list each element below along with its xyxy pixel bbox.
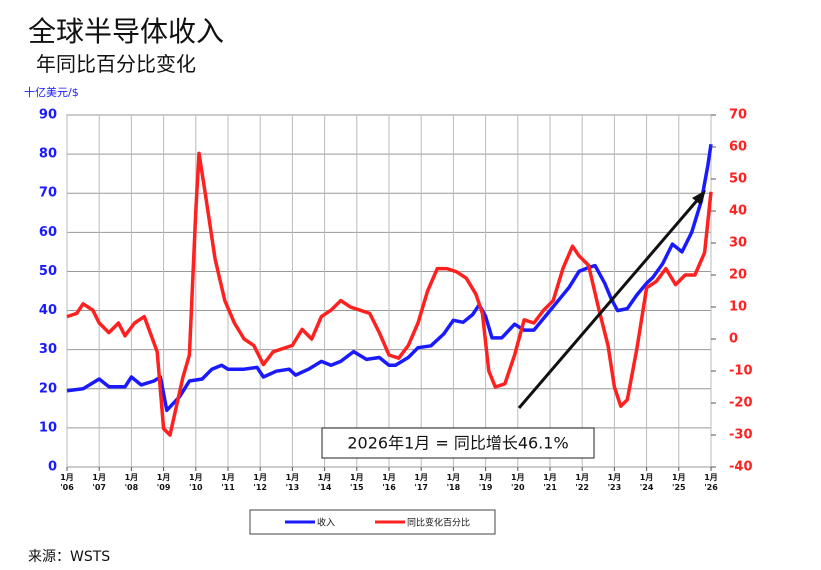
- y2-tick-label: 10: [729, 300, 747, 315]
- x-tick-label: 1月 '24: [639, 473, 654, 492]
- y-tick-label: 60: [39, 225, 57, 240]
- x-tick-label: 1月 '10: [189, 473, 203, 492]
- y-tick-label: 10: [39, 420, 57, 435]
- x-tick-label: 1月 '06: [60, 473, 74, 492]
- x-tick-label: 1月 '26: [704, 473, 718, 492]
- series-line: [66, 144, 713, 413]
- x-tick-label: 1月 '13: [285, 473, 300, 492]
- y2-tick-label: 20: [729, 268, 747, 283]
- x-tick-label: 1月 '15: [350, 473, 364, 492]
- y2-tick-label: 0: [729, 332, 738, 347]
- x-tick-label: 1月 '07: [92, 473, 106, 492]
- x-tick-label: 1月 '21: [543, 473, 557, 492]
- series-line: [66, 151, 713, 437]
- y2-tick-label: -20: [729, 396, 753, 411]
- arrow-head: [692, 190, 706, 205]
- y-tick-label: 90: [39, 108, 57, 123]
- chart-subtitle: 年同比百分比变化: [36, 52, 196, 76]
- x-tick-label: 1月 '25: [672, 473, 686, 492]
- y2-tick-label: 30: [729, 236, 747, 251]
- annotation: 2026年1月 = 同比增长46.1%: [347, 434, 568, 453]
- x-tick-label: 1月 '16: [382, 473, 396, 492]
- lines: [66, 144, 713, 437]
- y-tick-label: 70: [39, 186, 57, 201]
- y2-tick-label: 50: [729, 172, 747, 187]
- y-tick-label: 50: [39, 264, 57, 279]
- x-tick-label: 1月 '11: [221, 473, 235, 492]
- y-tick-label: 20: [39, 381, 57, 396]
- y-tick-label: 0: [48, 460, 57, 475]
- x-tick-label: 1月 '14: [317, 473, 332, 492]
- source: 来源：WSTS: [28, 549, 111, 565]
- x-tick-label: 1月 '09: [156, 473, 171, 492]
- x-tick-label: 1月 '19: [478, 473, 493, 492]
- legend-label: 同比变化百分比: [407, 517, 470, 529]
- annotation-box: [321, 427, 595, 459]
- legend: 收入 同比变化百分比: [285, 517, 470, 529]
- x-tick-label: 1月 '22: [575, 473, 589, 492]
- y-axis-label: 十亿美元/$: [24, 86, 79, 99]
- y2-tick-label: -10: [729, 364, 753, 379]
- trend-arrow: [517, 196, 702, 409]
- y2-tick-label: -30: [729, 428, 753, 443]
- x-tick-label: 1月 '20: [511, 473, 525, 492]
- y2-tick-label: 60: [729, 140, 747, 155]
- x-tick-label: 1月 '17: [414, 473, 428, 492]
- y-tick-label: 80: [39, 147, 57, 162]
- y2-tick-label: 70: [729, 108, 747, 123]
- x-tick-label: 1月 '08: [124, 473, 139, 492]
- x-tick-label: 1月 '12: [253, 473, 267, 492]
- legend-label: 收入: [317, 517, 335, 529]
- y-tick-label: 40: [39, 303, 57, 318]
- y-tick-label: 30: [39, 342, 57, 357]
- chart-title: 全球半导体收入: [28, 15, 225, 48]
- x-tick-label: 1月 '23: [607, 473, 622, 492]
- x-tick-label: 1月 '18: [446, 473, 461, 492]
- y2-tick-label: -40: [729, 460, 753, 475]
- y2-tick-label: 40: [729, 204, 747, 219]
